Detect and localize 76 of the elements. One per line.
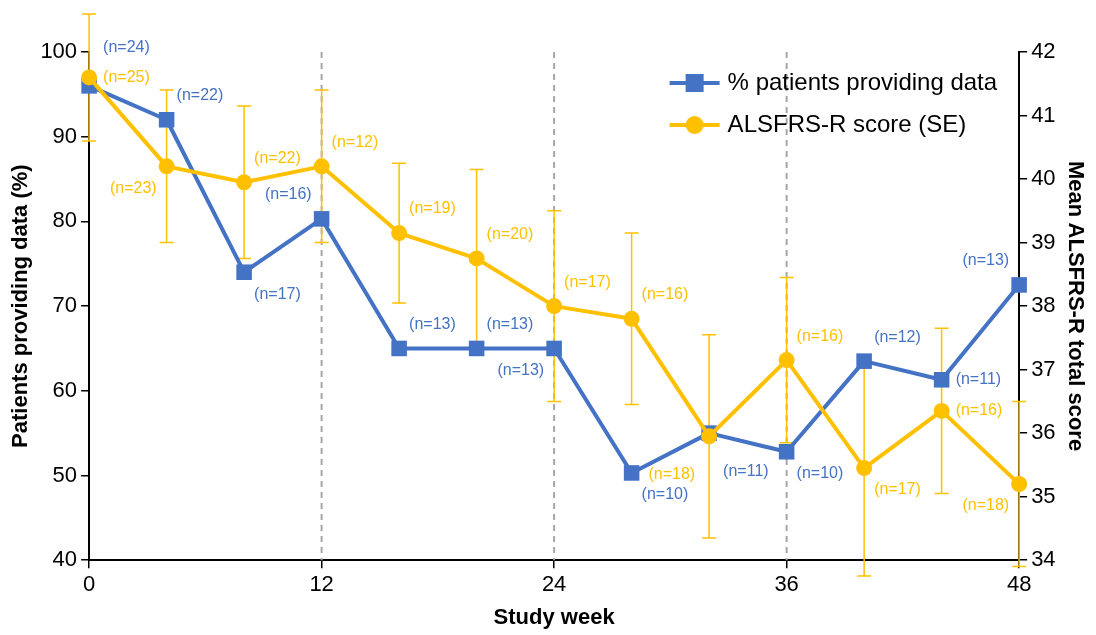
point — [701, 428, 718, 445]
point — [81, 69, 98, 86]
x-tick-label: 36 — [774, 571, 799, 597]
y-tick-label: 60 — [52, 376, 78, 402]
point — [623, 310, 640, 327]
legend-label: ALSFRS-R score (SE) — [727, 109, 967, 137]
point — [933, 402, 950, 419]
point — [856, 353, 872, 369]
y-tick-label: 70 — [52, 292, 78, 318]
y-tick-label: 40 — [52, 546, 78, 572]
point — [391, 340, 407, 357]
y2-tick-label: 37 — [1031, 355, 1056, 381]
y-axis-title: Patients providing data (%) — [7, 164, 33, 448]
annotation: (n=18) — [962, 496, 1010, 514]
y2-tick-label: 34 — [1031, 546, 1056, 572]
x-axis-title: Study week — [493, 603, 616, 629]
point — [546, 340, 562, 357]
y2-tick-label: 39 — [1031, 228, 1056, 254]
annotation: (n=12) — [874, 327, 921, 345]
point — [778, 444, 795, 460]
annotation: (n=13) — [486, 314, 534, 332]
point — [313, 158, 330, 175]
y2-tick-label: 38 — [1031, 292, 1056, 318]
x-tick-label: 0 — [82, 571, 96, 597]
point — [236, 174, 253, 191]
annotation: (n=20) — [486, 224, 534, 242]
point — [778, 352, 795, 369]
annotation: (n=16) — [264, 185, 312, 203]
point — [468, 250, 485, 267]
annotation: (n=22) — [254, 148, 301, 166]
y2-tick-label: 36 — [1031, 419, 1056, 445]
annotation: (n=10) — [641, 485, 689, 503]
y-tick-label: 80 — [52, 207, 78, 233]
legend-label: % patients providing data — [727, 67, 998, 95]
annotation: (n=19) — [409, 199, 456, 217]
annotation: (n=13) — [962, 251, 1010, 269]
point — [623, 465, 640, 481]
annotation: (n=13) — [497, 360, 545, 378]
annotation: (n=24) — [103, 38, 150, 56]
y2-tick-label: 42 — [1031, 38, 1056, 64]
annotation: (n=22) — [176, 86, 224, 104]
point — [158, 111, 175, 128]
point — [1011, 475, 1028, 492]
point — [313, 211, 330, 227]
y2-tick-label: 35 — [1031, 482, 1056, 508]
point — [856, 460, 873, 477]
y2-axis-title: Mean ALSFRS-R total score — [1063, 161, 1089, 452]
point — [391, 225, 408, 242]
annotation: (n=16) — [955, 401, 1003, 419]
y-tick-label: 90 — [52, 122, 78, 148]
point — [933, 372, 950, 388]
annotation: (n=12) — [331, 132, 379, 150]
point — [236, 264, 252, 280]
annotation: (n=10) — [796, 464, 844, 482]
annotation: (n=25) — [103, 67, 150, 85]
annotation: (n=23) — [109, 178, 157, 196]
annotation: (n=17) — [874, 480, 921, 498]
annotation: (n=11) — [955, 370, 1002, 388]
y-tick-label: 100 — [40, 38, 78, 64]
point — [468, 340, 485, 357]
x-tick-label: 12 — [309, 571, 334, 597]
y2-tick-label: 40 — [1031, 165, 1056, 191]
x-tick-label: 24 — [541, 571, 567, 597]
point — [1011, 277, 1027, 293]
point — [158, 158, 175, 175]
annotation: (n=11) — [723, 461, 769, 479]
annotation: (n=13) — [409, 314, 456, 332]
x-tick-label: 48 — [1006, 571, 1032, 597]
annotation: (n=18) — [648, 464, 696, 482]
point — [546, 298, 563, 315]
y-tick-label: 50 — [52, 461, 78, 487]
y2-tick-label: 41 — [1031, 101, 1056, 127]
annotation: (n=17) — [564, 272, 611, 290]
annotation: (n=16) — [641, 285, 689, 303]
annotation: (n=17) — [254, 284, 301, 302]
annotation: (n=16) — [796, 326, 844, 344]
